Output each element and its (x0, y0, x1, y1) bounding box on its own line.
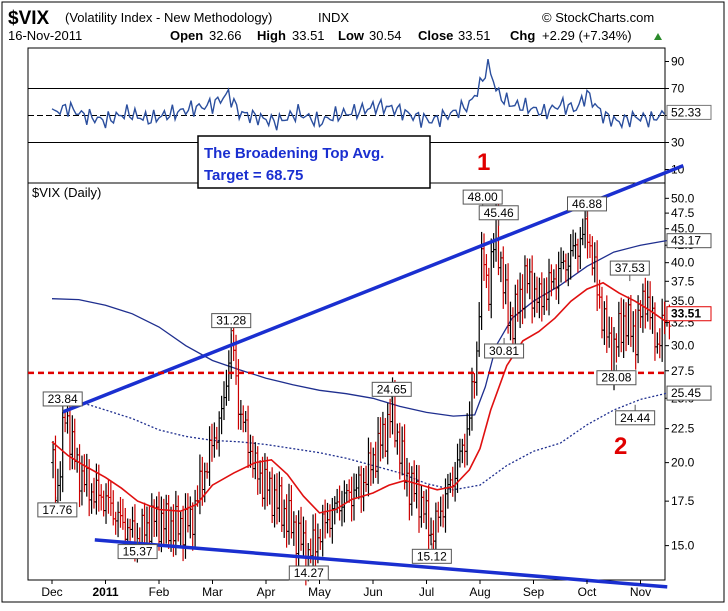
value-callout-text: 30.81 (489, 344, 519, 358)
low-label: Low (338, 28, 365, 43)
lower-band-value-label-box (666, 385, 712, 401)
value-callout: 15.12 (411, 543, 452, 564)
value-callout: 31.28 (211, 313, 252, 334)
price-panel (27, 182, 666, 581)
price-tick-label: 50.0 (671, 191, 695, 205)
value-callout-text: 24.44 (620, 411, 650, 425)
month-label: May (308, 585, 331, 599)
close-value: 33.51 (458, 28, 491, 43)
close-label: Close (418, 28, 453, 43)
price-tick-label: 47.5 (671, 206, 695, 220)
up-arrow-icon (654, 33, 662, 40)
month-label: Jun (363, 585, 382, 599)
value-callout: 14.27 (288, 559, 329, 581)
value-callout: 48.00 (462, 189, 503, 211)
month-label: Apr (257, 585, 276, 599)
price-tick-label: 35.0 (671, 294, 695, 308)
wave-1-label: 1 (477, 149, 490, 176)
value-callout-text: 24.65 (377, 382, 407, 396)
price-tick-label: 27.5 (671, 364, 695, 378)
month-label: Aug (469, 585, 490, 599)
month-label: Dec (41, 585, 62, 599)
price-tick-label: 45.0 (671, 222, 695, 236)
month-label: Mar (202, 585, 223, 599)
value-callout: 24.44 (615, 404, 656, 426)
price-tick-label: 15.0 (671, 539, 695, 553)
price-tick-label: 40.0 (671, 256, 695, 270)
month-label: Nov (630, 585, 651, 599)
rsi-last-label-box (666, 104, 712, 120)
price-tick-label: 37.5 (671, 274, 695, 288)
value-callout-text: 15.37 (123, 545, 153, 559)
price-panel-label: $VIX (Daily) (32, 185, 101, 200)
high-label: High (257, 28, 286, 43)
lower-band-value-label: 25.45 (671, 386, 701, 400)
high-value: 33.51 (292, 28, 325, 43)
lower-trendline (94, 538, 668, 589)
value-callout: 37.53 (609, 260, 650, 282)
value-callout: 17.76 (37, 496, 78, 518)
month-label: 2011 (92, 585, 118, 599)
value-callout-text: 28.08 (601, 371, 631, 385)
value-callout-text: 37.53 (615, 261, 645, 275)
open-label: Open (170, 28, 203, 43)
open-value: 32.66 (209, 28, 242, 43)
bollinger-lower-band (51, 392, 668, 491)
rsi-tick-label: 70 (671, 82, 685, 96)
price-tick-label: 20.0 (671, 456, 695, 470)
target-line1: The Broadening Top Avg. (204, 145, 384, 162)
rsi-last-label: 52.33 (671, 105, 701, 119)
price-tick-label: 22.5 (671, 422, 695, 436)
wave-2-label: 2 (614, 433, 627, 460)
close-value-label: 33.51 (671, 307, 701, 321)
upper-band-value-label: 43.17 (671, 234, 701, 248)
rsi-tick-label: 30 (671, 136, 685, 150)
upper-band-value-label-box (666, 233, 712, 249)
value-callout: 28.08 (596, 364, 637, 386)
chart-symbol: $VIX (8, 8, 50, 29)
value-callout: 15.37 (117, 538, 158, 560)
chg-label: Chg (510, 28, 535, 43)
close-value-label-box (666, 306, 712, 322)
month-label: Jul (419, 585, 434, 599)
value-callout: 45.46 (478, 205, 519, 226)
value-callout: 23.84 (42, 391, 83, 412)
value-callout: 24.65 (371, 381, 412, 403)
month-label: Oct (578, 585, 597, 599)
value-callout: 30.81 (484, 337, 525, 359)
value-callout-text: 46.88 (572, 197, 602, 211)
month-label: Feb (149, 585, 170, 599)
value-callout-text: 45.46 (484, 206, 514, 220)
value-callout-text: 14.27 (294, 566, 324, 580)
rsi-line (51, 58, 666, 131)
rsi-tick-label: 90 (671, 55, 685, 69)
value-callout-text: 17.76 (42, 503, 72, 517)
value-callout-text: 15.12 (417, 549, 447, 563)
chart-date: 16-Nov-2011 (8, 28, 82, 43)
value-callout-text: 48.00 (468, 190, 498, 204)
chg-value: +2.29 (+7.34%) (542, 28, 632, 43)
chart-exchange: INDX (318, 10, 349, 25)
value-callout: 46.88 (567, 196, 607, 217)
ohlc-summary: Open 32.66 High 33.51 Low 30.54 Close 33… (170, 28, 632, 43)
stockcharts-watermark: © StockCharts.com (542, 10, 654, 25)
target-annotation: The Broadening Top Avg. Target = 68.75 (197, 135, 431, 189)
price-tick-label: 30.0 (671, 339, 695, 353)
value-callout-text: 31.28 (216, 314, 246, 328)
value-callout-text: 23.84 (48, 392, 78, 406)
chart-description: (Volatility Index - New Methodology) (65, 10, 272, 25)
ma20-line (51, 281, 668, 514)
target-line2: Target = 68.75 (204, 167, 303, 184)
month-label: Sep (523, 585, 545, 599)
low-value: 30.54 (369, 28, 402, 43)
price-tick-label: 17.5 (671, 494, 695, 508)
